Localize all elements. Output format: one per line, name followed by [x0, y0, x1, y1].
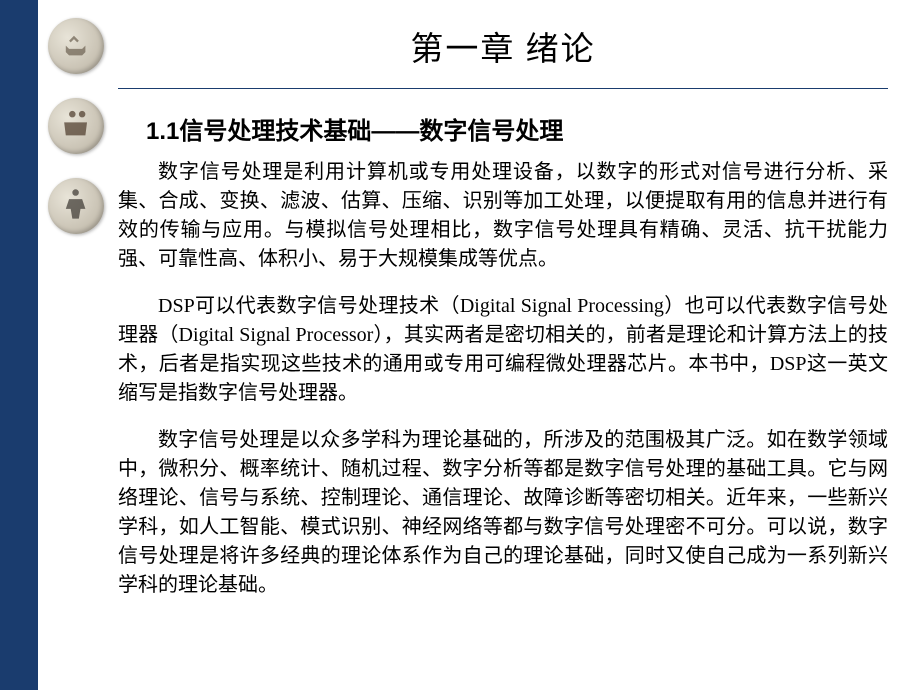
section-title: 1.1信号处理技术基础——数字信号处理: [146, 111, 888, 146]
walking-people-icon: [48, 178, 104, 234]
icons-column: [48, 18, 108, 258]
handshake-icon: [48, 18, 104, 74]
title-underline: [118, 88, 888, 89]
content-area: 第一章 绪论 1.1信号处理技术基础——数字信号处理 数字信号处理是利用计算机或…: [118, 0, 908, 600]
left-stripe: [0, 0, 38, 690]
chapter-title: 第一章 绪论: [118, 22, 888, 70]
paragraph: 数字信号处理是利用计算机或专用处理设备，以数字的形式对信号进行分析、采集、合成、…: [118, 158, 888, 274]
paragraph: DSP可以代表数字信号处理技术（Digital Signal Processin…: [118, 292, 888, 408]
people-desk-icon: [48, 98, 104, 154]
paragraph: 数字信号处理是以众多学科为理论基础的，所涉及的范围极其广泛。如在数学领域中，微积…: [118, 426, 888, 600]
